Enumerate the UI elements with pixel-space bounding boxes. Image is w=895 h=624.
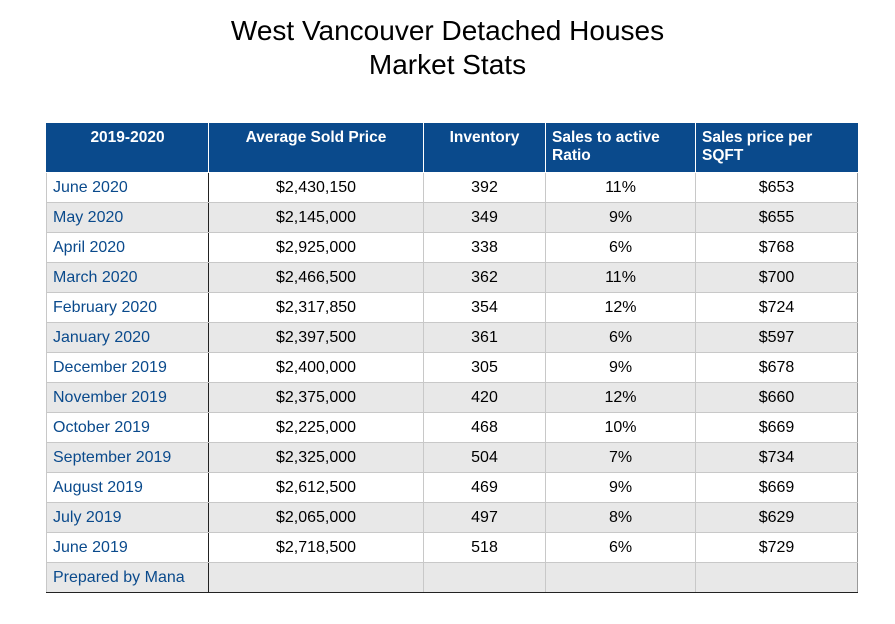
cell-inventory: 392 bbox=[423, 172, 546, 203]
cell-sales-price-per-sqft: $597 bbox=[695, 322, 858, 353]
cell-average-sold-price: $2,925,000 bbox=[208, 232, 424, 263]
header-inventory: Inventory bbox=[423, 123, 546, 173]
table-row: April 2020 $2,925,000 338 6% $768 bbox=[46, 232, 858, 263]
cell-month: May 2020 bbox=[46, 202, 209, 233]
cell-month: February 2020 bbox=[46, 292, 209, 323]
cell-sales-to-active-ratio: 8% bbox=[545, 502, 696, 533]
table-row: May 2020 $2,145,000 349 9% $655 bbox=[46, 202, 858, 233]
cell-month: September 2019 bbox=[46, 442, 209, 473]
cell-sales-price-per-sqft bbox=[695, 562, 858, 593]
cell-inventory: 504 bbox=[423, 442, 546, 473]
cell-month: March 2020 bbox=[46, 262, 209, 293]
cell-sales-price-per-sqft: $768 bbox=[695, 232, 858, 263]
cell-inventory: 518 bbox=[423, 532, 546, 563]
cell-month: April 2020 bbox=[46, 232, 209, 263]
cell-average-sold-price: $2,400,000 bbox=[208, 352, 424, 383]
cell-sales-price-per-sqft: $724 bbox=[695, 292, 858, 323]
header-sales-price-per-sqft: Sales price per SQFT bbox=[695, 123, 858, 173]
table-row: February 2020 $2,317,850 354 12% $724 bbox=[46, 292, 858, 323]
cell-month: July 2019 bbox=[46, 502, 209, 533]
cell-average-sold-price: $2,397,500 bbox=[208, 322, 424, 353]
table-row: September 2019 $2,325,000 504 7% $734 bbox=[46, 442, 858, 473]
cell-sales-to-active-ratio: 12% bbox=[545, 292, 696, 323]
table-row: July 2019 $2,065,000 497 8% $629 bbox=[46, 502, 858, 533]
cell-inventory: 420 bbox=[423, 382, 546, 413]
cell-month: December 2019 bbox=[46, 352, 209, 383]
cell-sales-to-active-ratio: 10% bbox=[545, 412, 696, 443]
cell-inventory: 338 bbox=[423, 232, 546, 263]
cell-month: August 2019 bbox=[46, 472, 209, 503]
cell-month: June 2020 bbox=[46, 172, 209, 203]
cell-month: Prepared by Mana bbox=[46, 562, 209, 593]
cell-sales-to-active-ratio: 6% bbox=[545, 232, 696, 263]
cell-sales-to-active-ratio: 6% bbox=[545, 322, 696, 353]
table-row: November 2019 $2,375,000 420 12% $660 bbox=[46, 382, 858, 413]
cell-average-sold-price bbox=[208, 562, 424, 593]
cell-average-sold-price: $2,466,500 bbox=[208, 262, 424, 293]
header-sales-to-active-ratio: Sales to active Ratio bbox=[545, 123, 696, 173]
cell-inventory: 361 bbox=[423, 322, 546, 353]
cell-sales-price-per-sqft: $629 bbox=[695, 502, 858, 533]
cell-sales-price-per-sqft: $700 bbox=[695, 262, 858, 293]
cell-sales-price-per-sqft: $678 bbox=[695, 352, 858, 383]
cell-sales-price-per-sqft: $655 bbox=[695, 202, 858, 233]
cell-average-sold-price: $2,612,500 bbox=[208, 472, 424, 503]
cell-month: October 2019 bbox=[46, 412, 209, 443]
cell-inventory: 497 bbox=[423, 502, 546, 533]
table-row: August 2019 $2,612,500 469 9% $669 bbox=[46, 472, 858, 503]
cell-sales-price-per-sqft: $669 bbox=[695, 472, 858, 503]
table-row: March 2020 $2,466,500 362 11% $700 bbox=[46, 262, 858, 293]
header-period: 2019-2020 bbox=[46, 123, 209, 173]
cell-sales-to-active-ratio: 9% bbox=[545, 352, 696, 383]
cell-average-sold-price: $2,325,000 bbox=[208, 442, 424, 473]
cell-average-sold-price: $2,718,500 bbox=[208, 532, 424, 563]
cell-inventory: 305 bbox=[423, 352, 546, 383]
cell-average-sold-price: $2,225,000 bbox=[208, 412, 424, 443]
table-body: June 2020 $2,430,150 392 11% $653 May 2020 $2,… bbox=[46, 172, 858, 593]
table-row: December 2019 $2,400,000 305 9% $678 bbox=[46, 352, 858, 383]
market-stats-table: 2019-2020 Average Sold Price Inventory S… bbox=[46, 123, 858, 593]
header-average-sold-price: Average Sold Price bbox=[208, 123, 424, 173]
page-title: West Vancouver Detached Houses Market St… bbox=[0, 14, 895, 82]
cell-average-sold-price: $2,317,850 bbox=[208, 292, 424, 323]
cell-inventory: 362 bbox=[423, 262, 546, 293]
title-line-2: Market Stats bbox=[368, 49, 527, 80]
cell-sales-to-active-ratio: 9% bbox=[545, 472, 696, 503]
cell-average-sold-price: $2,375,000 bbox=[208, 382, 424, 413]
table-row: June 2019 $2,718,500 518 6% $729 bbox=[46, 532, 858, 563]
cell-sales-to-active-ratio: 11% bbox=[545, 262, 696, 293]
table-row: January 2020 $2,397,500 361 6% $597 bbox=[46, 322, 858, 353]
table-header-row: 2019-2020 Average Sold Price Inventory S… bbox=[46, 123, 858, 173]
cell-inventory bbox=[423, 562, 546, 593]
cell-sales-price-per-sqft: $734 bbox=[695, 442, 858, 473]
cell-month: June 2019 bbox=[46, 532, 209, 563]
table-row: Prepared by Mana bbox=[46, 562, 858, 593]
table-row: June 2020 $2,430,150 392 11% $653 bbox=[46, 172, 858, 203]
cell-sales-price-per-sqft: $729 bbox=[695, 532, 858, 563]
table-row: October 2019 $2,225,000 468 10% $669 bbox=[46, 412, 858, 443]
cell-average-sold-price: $2,065,000 bbox=[208, 502, 424, 533]
cell-average-sold-price: $2,145,000 bbox=[208, 202, 424, 233]
cell-inventory: 469 bbox=[423, 472, 546, 503]
cell-sales-to-active-ratio: 7% bbox=[545, 442, 696, 473]
cell-sales-to-active-ratio bbox=[545, 562, 696, 593]
cell-month: January 2020 bbox=[46, 322, 209, 353]
title-line-1: West Vancouver Detached Houses bbox=[230, 15, 665, 46]
cell-month: November 2019 bbox=[46, 382, 209, 413]
cell-inventory: 349 bbox=[423, 202, 546, 233]
cell-inventory: 354 bbox=[423, 292, 546, 323]
cell-inventory: 468 bbox=[423, 412, 546, 443]
cell-sales-price-per-sqft: $653 bbox=[695, 172, 858, 203]
cell-sales-to-active-ratio: 11% bbox=[545, 172, 696, 203]
cell-sales-to-active-ratio: 6% bbox=[545, 532, 696, 563]
cell-sales-to-active-ratio: 9% bbox=[545, 202, 696, 233]
cell-average-sold-price: $2,430,150 bbox=[208, 172, 424, 203]
cell-sales-price-per-sqft: $660 bbox=[695, 382, 858, 413]
cell-sales-to-active-ratio: 12% bbox=[545, 382, 696, 413]
cell-sales-price-per-sqft: $669 bbox=[695, 412, 858, 443]
